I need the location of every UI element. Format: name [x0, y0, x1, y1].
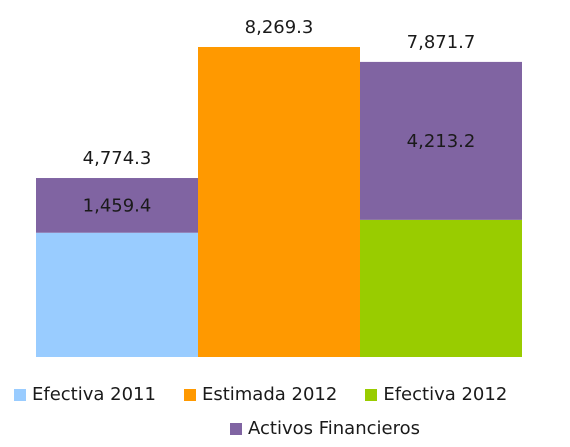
legend-label-estimada-2012: Estimada 2012 — [201, 384, 338, 405]
legend-label-efectiva-2011: Efectiva 2011 — [32, 384, 156, 405]
legend-row-2: Activos Financieros — [230, 418, 420, 439]
legend-row-1: Efectiva 2011 Estimada 2012 Efectiva 201… — [14, 384, 507, 405]
segment-label-1: 1,459.4 — [83, 195, 152, 216]
bar-1-activos-financieros — [36, 178, 198, 233]
total-label-3: 7,871.7 — [407, 32, 476, 53]
legend-swatch-activos-financieros — [230, 422, 242, 435]
total-label-1: 4,774.3 — [83, 148, 152, 169]
legend-item-efectiva-2011: Efectiva 2011 — [14, 384, 156, 405]
bar-3-activos-financieros — [360, 61, 522, 220]
labels-group: 1,459.4 4,774.3 8,269.3 4,213.2 7,871.7 — [83, 17, 476, 216]
segment-label-3: 4,213.2 — [407, 131, 476, 152]
bar-3-efectiva-2012 — [360, 219, 522, 357]
legend-item-efectiva-2012: Efectiva 2012 — [365, 384, 507, 405]
stacked-bar-chart: 1,459.4 4,774.3 8,269.3 4,213.2 7,871.7 — [36, 17, 522, 357]
legend-swatch-efectiva-2012 — [365, 388, 378, 401]
legend-swatch-efectiva-2011 — [14, 388, 26, 401]
legend-label-activos-financieros: Activos Financieros — [248, 418, 420, 439]
bar-2-estimada-2012 — [198, 47, 360, 357]
total-label-2: 8,269.3 — [245, 17, 314, 38]
legend-item-estimada-2012: Estimada 2012 — [183, 384, 338, 405]
legend-swatch-estimada-2012 — [183, 388, 196, 401]
bars-group — [36, 47, 522, 357]
legend-item-activos-financieros: Activos Financieros — [230, 418, 420, 439]
legend-label-efectiva-2012: Efectiva 2012 — [383, 384, 508, 405]
bar-1-efectiva-2011 — [36, 232, 198, 357]
